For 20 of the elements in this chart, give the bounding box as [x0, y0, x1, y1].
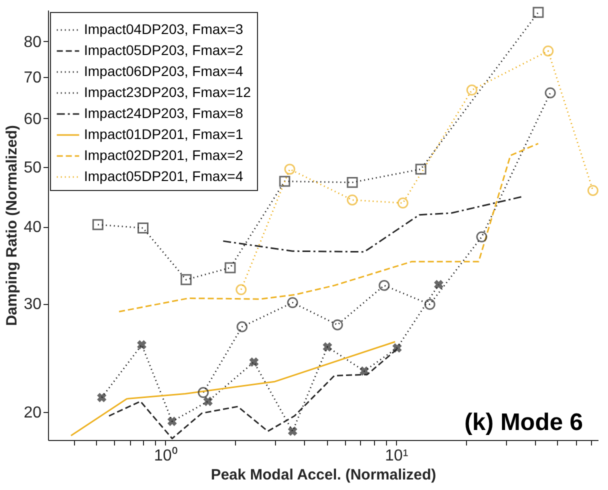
y-tick-label: 30	[24, 296, 42, 314]
y-axis-title: Damping Ratio (Normalized)	[4, 125, 21, 326]
annotation: (k) Mode 6	[464, 409, 583, 436]
legend-label: Impact02DP201, Fmax=2	[84, 147, 244, 163]
y-tick-label: 50	[24, 160, 42, 177]
x-axis-title: Peak Modal Accel. (Normalized)	[210, 466, 436, 484]
x-tick-label: 10⁰	[154, 446, 178, 464]
legend-label: Impact05DP203, Fmax=2	[84, 42, 244, 58]
legend-label: Impact05DP201, Fmax=4	[84, 168, 244, 184]
legend-label: Impact06DP203, Fmax=4	[84, 63, 244, 79]
legend-label: Impact23DP203, Fmax=12	[84, 84, 252, 100]
y-tick-label: 40	[24, 219, 42, 236]
y-tick-label: 80	[24, 34, 42, 51]
legend-label: Impact04DP203, Fmax=3	[84, 21, 244, 37]
legend-label: Impact01DP201, Fmax=1	[84, 126, 244, 142]
y-tick-label: 60	[24, 110, 42, 128]
legend-label: Impact24DP203, Fmax=8	[84, 105, 244, 121]
y-tick-label: 20	[24, 404, 42, 422]
x-tick-label: 10¹	[385, 448, 408, 464]
y-tick-label: 70	[24, 70, 42, 87]
